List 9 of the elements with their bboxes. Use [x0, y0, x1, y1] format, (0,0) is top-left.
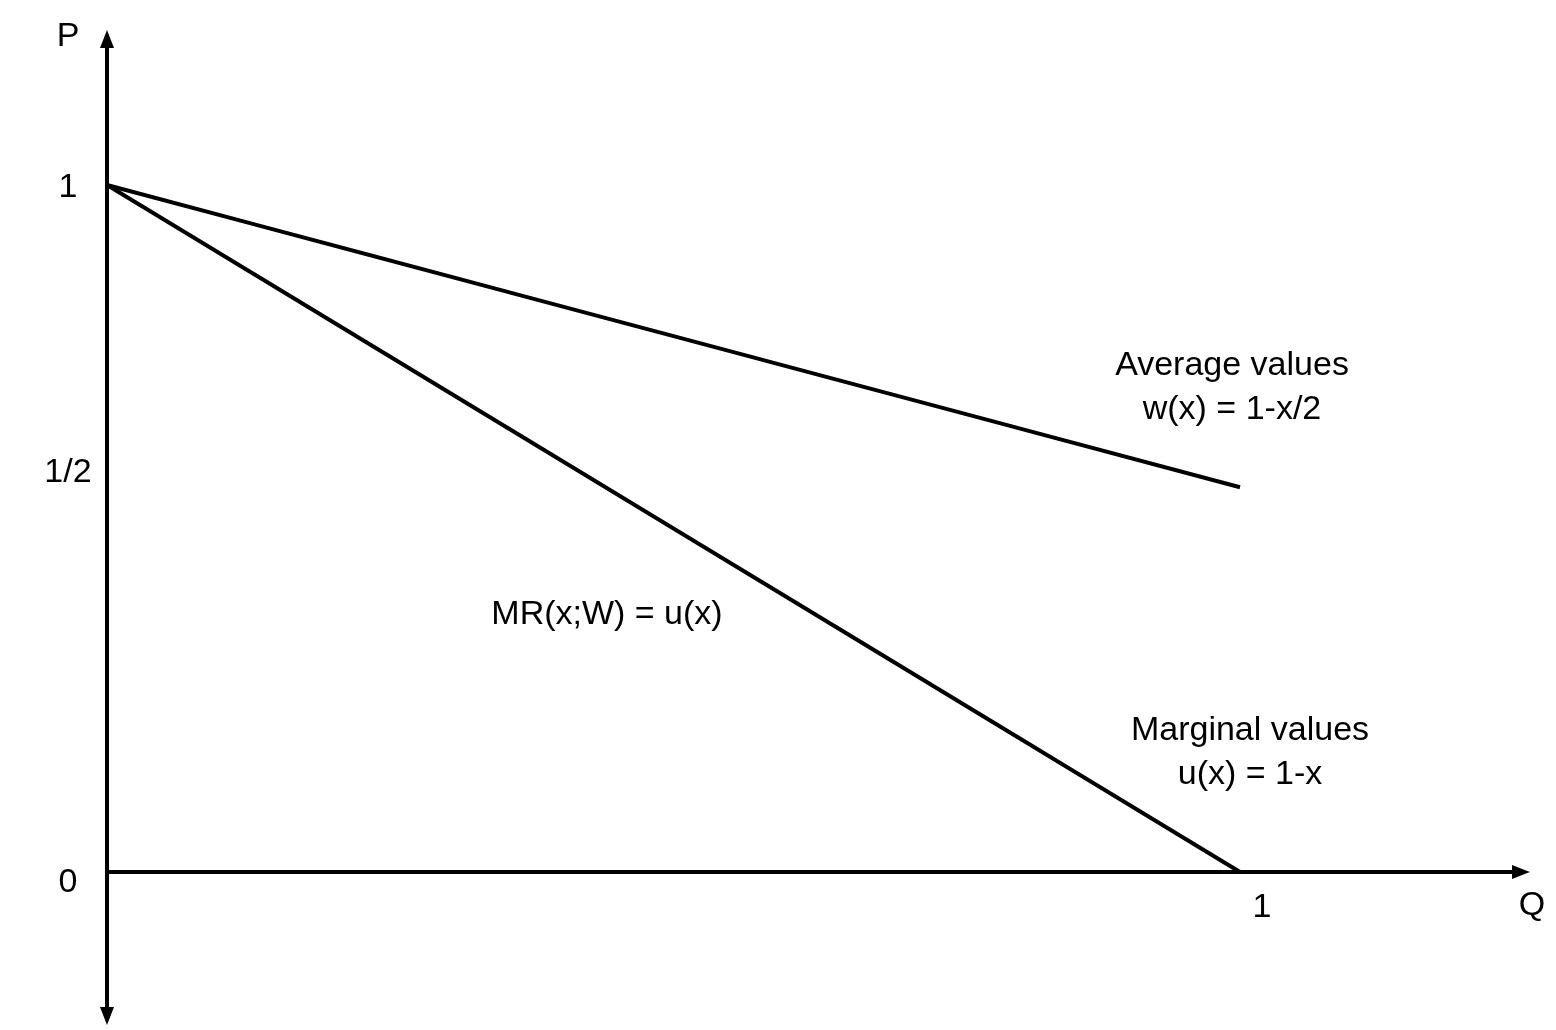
- y-axis-title: P: [56, 15, 80, 53]
- text: 1: [58, 166, 78, 204]
- text: 0: [58, 861, 78, 899]
- annotation: Average values w(x) = 1-x/2: [1115, 344, 1349, 426]
- text: 1/2: [44, 451, 92, 489]
- annotation: Marginal values u(x) = 1-x: [1130, 709, 1370, 791]
- x-axis-title: Q: [1518, 884, 1546, 922]
- annotation: MR(x;W) = u(x): [491, 593, 723, 631]
- text: 1: [1252, 886, 1272, 924]
